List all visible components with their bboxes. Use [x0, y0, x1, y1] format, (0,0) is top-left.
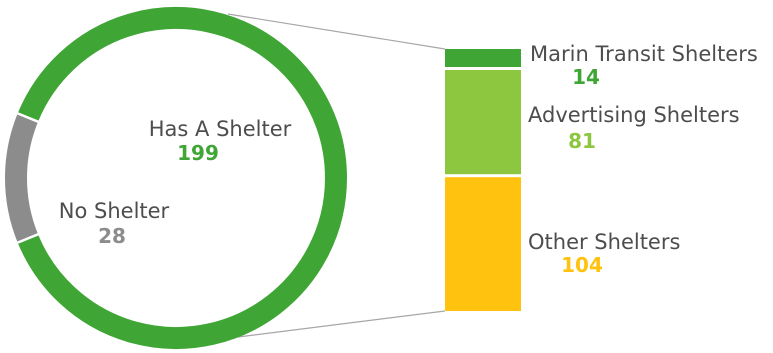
donut-slice-no-shelter: [5, 113, 39, 243]
donut-label-no-shelter: No Shelter: [59, 199, 170, 223]
bar-value-advertising-shelters: 81: [568, 129, 596, 153]
bar-segment-advertising-shelters: [445, 70, 521, 175]
bar-label-marin-transit-shelters: Marin Transit Shelters: [530, 42, 758, 66]
donut-separator: [16, 111, 40, 124]
donut-label-has-a-shelter: Has A Shelter: [149, 117, 292, 141]
donut-separator: [16, 232, 40, 245]
bar-value-other-shelters: 104: [561, 253, 603, 277]
bar-label-advertising-shelters: Advertising Shelters: [528, 103, 740, 127]
bar-label-other-shelters: Other Shelters: [528, 230, 680, 254]
bar-value-marin-transit-shelters: 14: [572, 65, 600, 89]
donut-slice-has-a-shelter: [17, 7, 347, 349]
bar-segment-marin-transit-shelters: [445, 49, 521, 68]
connector-line-top: [227, 13, 446, 50]
donut-value-no-shelter: 28: [98, 224, 126, 248]
donut-value-has-a-shelter: 199: [177, 141, 219, 165]
bar-segment-other-shelters: [445, 177, 521, 311]
connector-line-bottom: [237, 310, 446, 338]
